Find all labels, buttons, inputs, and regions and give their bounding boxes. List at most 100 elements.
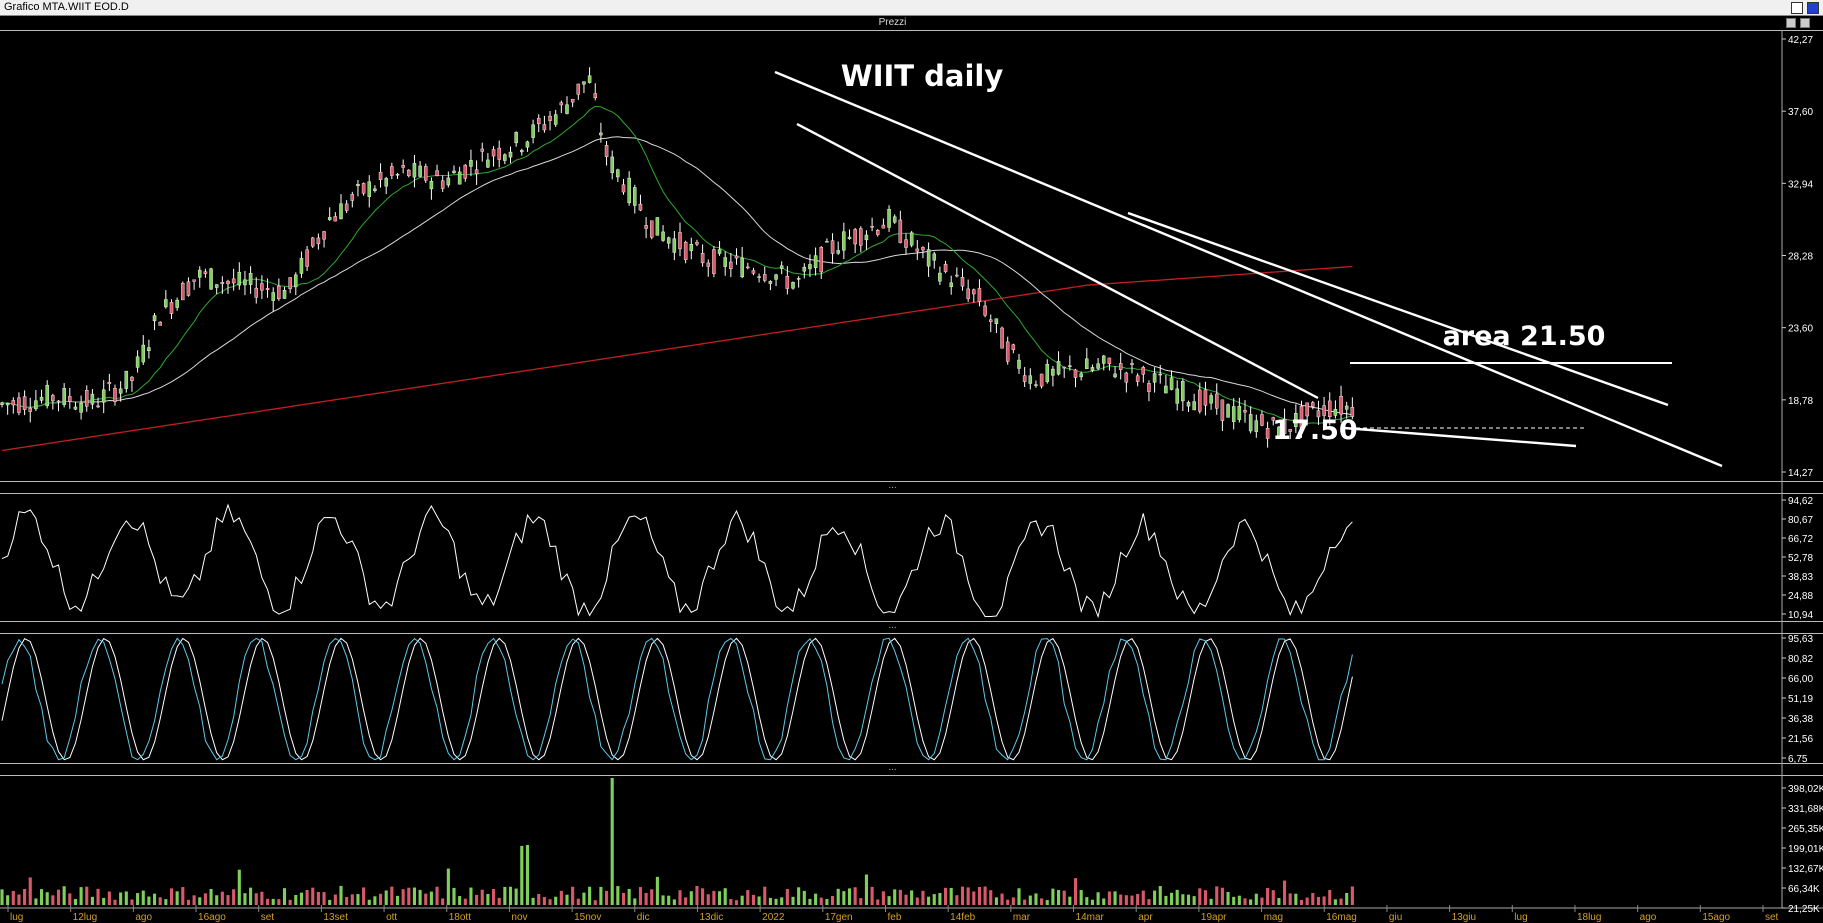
candle-body xyxy=(1141,367,1146,375)
volume-bar xyxy=(802,890,806,905)
volume-bar xyxy=(345,897,349,905)
stoch-axis-tick-label: 51,19 xyxy=(1788,694,1813,705)
pane-maximize-button[interactable] xyxy=(1800,18,1810,28)
volume-bar xyxy=(378,893,383,905)
rsi-axis-tick-label: 94,62 xyxy=(1788,496,1813,507)
volume-bar xyxy=(514,888,518,905)
volume-bar xyxy=(102,897,106,905)
candle-body xyxy=(909,232,914,246)
volume-bar xyxy=(1011,897,1015,905)
volume-bar xyxy=(1158,886,1162,905)
volume-bar xyxy=(616,886,620,905)
volume-bar xyxy=(983,886,987,905)
candle-body xyxy=(1271,417,1276,421)
candle-body xyxy=(39,396,44,401)
candle-body xyxy=(757,276,761,278)
volume-bar xyxy=(966,887,970,905)
volume-bar xyxy=(90,896,94,905)
volume-bar xyxy=(729,899,733,905)
restore-icon[interactable] xyxy=(1791,2,1803,14)
candle-body xyxy=(712,249,716,274)
candle-body xyxy=(734,255,739,259)
candle-body xyxy=(480,148,485,152)
candle-body xyxy=(124,370,129,389)
volume-bar xyxy=(373,896,377,905)
volume-bar xyxy=(910,890,914,905)
volume-bar xyxy=(1068,896,1072,905)
candle-body xyxy=(45,384,49,407)
candle-body xyxy=(819,246,824,273)
rsi-axis-tick-label: 10,94 xyxy=(1788,610,1813,621)
volume-bar xyxy=(1090,899,1095,905)
volume-bar xyxy=(847,888,852,905)
candle-body xyxy=(706,262,711,267)
date-axis-label: 19apr xyxy=(1201,912,1227,923)
candle-body xyxy=(1045,363,1050,382)
ma-long-line xyxy=(1,265,1353,452)
volume-bar xyxy=(1045,900,1049,905)
candle-body xyxy=(1282,418,1287,434)
volume-bar xyxy=(243,893,247,905)
pane-splitter-volume[interactable]: ... xyxy=(0,762,1823,776)
volume-bar xyxy=(938,893,942,905)
candle-body xyxy=(904,239,908,248)
pane-splitter-rsi[interactable]: ... xyxy=(0,480,1823,494)
candle-body xyxy=(164,299,168,308)
volume-bar xyxy=(1000,893,1004,905)
date-axis-label: 17gen xyxy=(825,912,853,923)
volume-bar xyxy=(994,897,998,905)
candle-body xyxy=(1101,355,1106,364)
candle-body xyxy=(1288,429,1292,432)
candle-body xyxy=(1113,373,1117,378)
candle-body xyxy=(717,249,722,254)
candle-body xyxy=(373,188,377,191)
candle-body xyxy=(1056,361,1061,375)
candle-body xyxy=(633,187,637,206)
candle-body xyxy=(627,177,631,204)
candle-body xyxy=(113,387,117,402)
volume-bar xyxy=(1226,892,1230,905)
volume-bar xyxy=(17,894,21,905)
candle-body xyxy=(1107,357,1112,365)
candle-body xyxy=(486,159,490,168)
candle-body xyxy=(344,203,349,211)
ma-slow-line xyxy=(1,136,1353,416)
volume-bar xyxy=(1136,893,1140,905)
candle-body xyxy=(96,405,100,408)
close-icon[interactable] xyxy=(1807,2,1819,14)
candle-body xyxy=(751,270,756,274)
volume-bar xyxy=(1254,893,1258,905)
candle-body xyxy=(5,403,10,406)
candle-body xyxy=(802,266,807,272)
volume-bar xyxy=(1181,894,1185,905)
volume-bar xyxy=(469,887,473,905)
volume-bar xyxy=(1034,893,1038,905)
candle-body xyxy=(525,141,530,148)
pane-splitter-stoch[interactable]: ... xyxy=(0,620,1823,634)
candle-body xyxy=(576,83,581,95)
volume-bar xyxy=(249,887,253,905)
volume-bar xyxy=(164,899,168,905)
candle-body xyxy=(565,104,569,114)
volume-bar xyxy=(480,889,484,905)
volume-bar xyxy=(842,891,846,905)
volume-axis-tick-label: 132,67K xyxy=(1788,864,1823,875)
candle-body xyxy=(983,305,987,316)
candle-body xyxy=(1265,428,1270,439)
volume-bar xyxy=(1017,888,1021,905)
candle-body xyxy=(1231,406,1236,422)
volume-axis-tick-label: 199,01K xyxy=(1788,844,1823,855)
candle-body xyxy=(746,266,750,269)
candle-body xyxy=(1124,372,1129,383)
candle-body xyxy=(265,288,270,290)
stoch-axis-tick-label: 6,75 xyxy=(1788,754,1808,765)
volume-bar xyxy=(701,888,705,905)
candle-body xyxy=(282,290,287,299)
candle-body xyxy=(203,271,208,274)
volume-bar xyxy=(650,889,654,905)
volume-bar xyxy=(34,898,38,905)
date-axis-label: set xyxy=(1765,912,1779,923)
pane-minimize-button[interactable] xyxy=(1786,18,1796,28)
volume-bar xyxy=(853,887,857,905)
